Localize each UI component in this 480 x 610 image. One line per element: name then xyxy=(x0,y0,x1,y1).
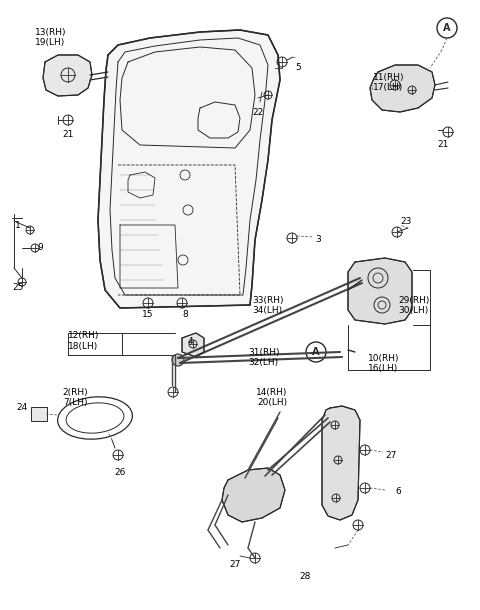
Text: 31(RH)
32(LH): 31(RH) 32(LH) xyxy=(248,348,279,367)
Text: 1: 1 xyxy=(15,220,21,229)
Text: 27: 27 xyxy=(385,451,396,459)
Polygon shape xyxy=(182,333,204,357)
Text: 9: 9 xyxy=(37,243,43,253)
Text: 12(RH)
18(LH): 12(RH) 18(LH) xyxy=(68,331,99,351)
Text: 25: 25 xyxy=(12,284,24,293)
Text: 15: 15 xyxy=(142,310,154,319)
Polygon shape xyxy=(98,30,280,308)
Text: 5: 5 xyxy=(295,62,301,71)
Text: 11(RH)
17(LH): 11(RH) 17(LH) xyxy=(373,73,405,92)
Polygon shape xyxy=(43,55,92,96)
Polygon shape xyxy=(370,65,435,112)
Text: 21: 21 xyxy=(437,140,449,149)
Text: 6: 6 xyxy=(395,487,401,497)
Circle shape xyxy=(172,354,184,366)
Text: 27: 27 xyxy=(229,560,240,569)
Text: 4: 4 xyxy=(188,337,193,346)
Polygon shape xyxy=(322,406,360,520)
Text: 29(RH)
30(LH): 29(RH) 30(LH) xyxy=(398,296,430,315)
Text: 13(RH)
19(LH): 13(RH) 19(LH) xyxy=(35,28,67,48)
Text: 21: 21 xyxy=(62,130,74,139)
Text: A: A xyxy=(443,23,451,33)
Text: 33(RH)
34(LH): 33(RH) 34(LH) xyxy=(252,296,284,315)
FancyBboxPatch shape xyxy=(31,407,47,421)
Text: 10(RH)
16(LH): 10(RH) 16(LH) xyxy=(368,354,399,373)
Text: 8: 8 xyxy=(182,310,188,319)
Text: 2(RH)
7(LH): 2(RH) 7(LH) xyxy=(62,388,88,407)
Text: 3: 3 xyxy=(315,235,321,245)
Text: 28: 28 xyxy=(300,572,311,581)
Text: 14(RH)
20(LH): 14(RH) 20(LH) xyxy=(256,388,288,407)
Text: 23: 23 xyxy=(400,218,411,226)
Text: A: A xyxy=(312,347,320,357)
Polygon shape xyxy=(348,258,412,324)
Polygon shape xyxy=(222,468,285,522)
Text: 22: 22 xyxy=(252,108,264,117)
Text: 26: 26 xyxy=(114,468,126,477)
Text: 24: 24 xyxy=(17,403,28,412)
